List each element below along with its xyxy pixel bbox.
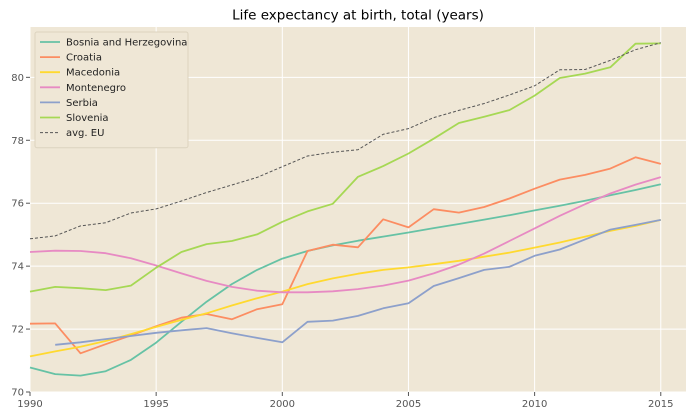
series-line-serbia [55,219,661,346]
legend-label: Macedonia [66,68,120,79]
legend-label: Bosnia and Herzegovina [66,38,187,49]
legend: Bosnia and Herzegovina Croatia Macedonia Mo… [34,31,189,149]
y-tick-label: 74 [11,262,24,273]
legend-box [34,31,189,149]
y-tick-label: 80 [11,73,24,84]
series-line-montenegro [29,176,662,294]
y-tick-label: 70 [11,388,24,399]
y-axis: 70 72 74 76 78 80 [11,73,30,399]
x-tick-label: 1990 [17,399,42,410]
series-line-bosnia-and-herzegovina [29,183,661,377]
series-lines [29,42,662,377]
y-tick-label: 76 [11,199,24,210]
x-tick-label: 2015 [648,399,673,410]
x-tick-label: 2000 [270,399,295,410]
x-axis: 1990 1995 2000 2005 2010 2015 [17,392,673,410]
legend-label: Serbia [66,98,98,109]
chart-title: Life expectancy at birth, total (years) [232,8,484,24]
x-tick-label: 1995 [143,399,168,410]
x-tick-label: 2005 [396,399,421,410]
series-line-macedonia [29,219,662,358]
legend-label: Slovenia [66,113,109,124]
legend-label: Croatia [66,53,102,64]
x-tick-label: 2010 [522,399,547,410]
series-line-avg-eu [29,42,661,240]
y-tick-label: 72 [11,325,24,336]
y-tick-label: 78 [11,136,24,147]
legend-label: Montenegro [66,83,126,94]
series-line-slovenia [29,42,661,293]
legend-label: avg. EU [66,128,104,139]
series-line-croatia [29,156,662,355]
